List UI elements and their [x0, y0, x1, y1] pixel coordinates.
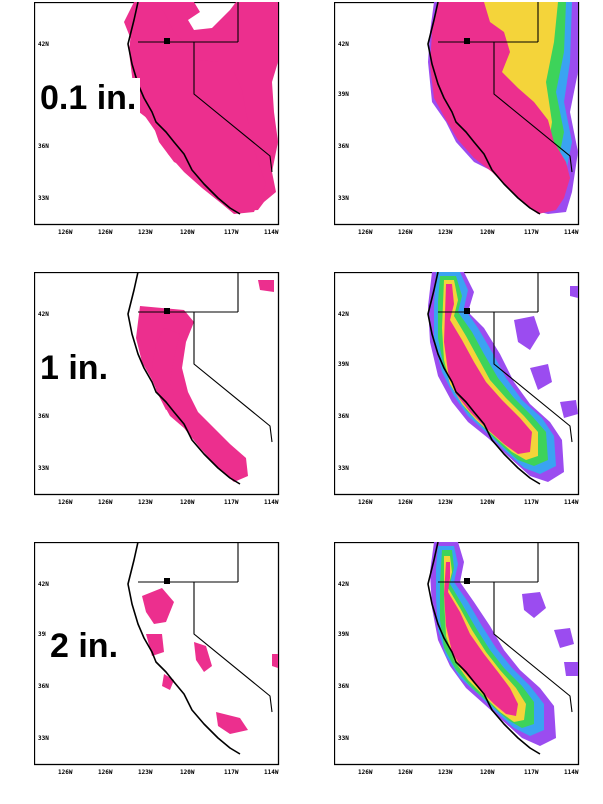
lon-tick: 126W	[358, 229, 373, 236]
lat-tick: 33N	[38, 735, 49, 742]
threshold-label: 0.1 in.	[36, 78, 141, 118]
lon-tick: 114W	[264, 229, 279, 236]
map-panel-left-row2: 42N 39N 36N 33N 126W 126W 123W 120W 117W…	[34, 272, 298, 534]
lon-tick: 123W	[438, 499, 453, 506]
lat-tick: 36N	[338, 143, 349, 150]
lon-tick: 126W	[398, 769, 413, 776]
lon-tick: 114W	[564, 499, 579, 506]
lon-tick: 120W	[480, 229, 495, 236]
precip-fill	[216, 712, 248, 734]
lon-tick: 117W	[224, 499, 239, 506]
lat-tick: 39N	[38, 631, 49, 638]
ensemble-mid-high-fill	[444, 556, 526, 722]
ensemble-high-fill	[430, 2, 570, 214]
lon-tick: 123W	[138, 229, 153, 236]
map-right-row2: 42N 39N 36N 33N 126W 126W 123W 120W 117W…	[334, 272, 580, 506]
coastline	[127, 272, 241, 485]
lat-tick: 42N	[38, 311, 49, 318]
lat-tick: 33N	[338, 465, 349, 472]
lat-tick: 42N	[38, 41, 49, 48]
lon-tick: 126W	[398, 229, 413, 236]
ensemble-high-fill	[444, 284, 532, 454]
lat-tick: 42N	[38, 581, 49, 588]
lon-tick: 120W	[180, 769, 195, 776]
lat-tick: 33N	[38, 195, 49, 202]
coastline	[427, 542, 541, 755]
map-panel-left-row3: 42N 39N 36N 33N 126W 126W 123W 120W 117W…	[34, 542, 298, 804]
lon-tick: 114W	[264, 769, 279, 776]
lat-tick: 39N	[338, 91, 349, 98]
lon-tick: 117W	[524, 499, 539, 506]
ensemble-low-fill	[514, 286, 578, 418]
precip-fill	[129, 2, 266, 214]
lon-tick: 126W	[358, 499, 373, 506]
coastline	[427, 272, 541, 485]
lat-tick: 33N	[338, 735, 349, 742]
map-right-row3: 42N 39N 36N 33N 126W 126W 123W 120W 117W…	[334, 542, 580, 776]
lat-tick: 42N	[338, 581, 349, 588]
lat-tick: 36N	[38, 683, 49, 690]
lon-tick: 120W	[180, 229, 195, 236]
lon-tick: 114W	[264, 499, 279, 506]
lon-tick: 126W	[98, 769, 113, 776]
lon-tick: 126W	[98, 499, 113, 506]
lat-tick: 33N	[338, 195, 349, 202]
precip-fill	[162, 674, 174, 690]
lon-tick: 126W	[398, 499, 413, 506]
lat-tick: 42N	[338, 41, 349, 48]
map-panel-right-row3: 42N 39N 36N 33N 126W 126W 123W 120W 117W…	[334, 542, 598, 804]
precip-fill	[272, 654, 278, 668]
lon-tick: 114W	[564, 769, 579, 776]
lon-tick: 120W	[180, 499, 195, 506]
coastline	[127, 542, 241, 755]
lon-tick: 126W	[358, 769, 373, 776]
lat-tick: 36N	[38, 413, 49, 420]
precip-fill	[258, 280, 274, 292]
lat-tick: 42N	[338, 311, 349, 318]
lon-tick: 126W	[98, 229, 113, 236]
map-left-row1: 42N 39N 36N 33N 126W 126W 123W 120W 117W…	[34, 2, 280, 236]
lat-tick: 39N	[338, 361, 349, 368]
lat-tick: 36N	[338, 413, 349, 420]
precip-fill	[142, 588, 174, 624]
state-border	[438, 2, 573, 173]
precip-fill	[152, 328, 180, 410]
lon-tick: 117W	[524, 229, 539, 236]
lon-tick: 123W	[138, 769, 153, 776]
lon-tick: 126W	[58, 769, 73, 776]
coastline	[127, 2, 241, 215]
lon-tick: 120W	[480, 769, 495, 776]
lon-tick: 126W	[58, 229, 73, 236]
map-right-row1: 42N 39N 36N 33N 126W 126W 123W 120W 117W…	[334, 2, 580, 236]
lat-tick: 39N	[338, 631, 349, 638]
precip-fill	[194, 642, 212, 672]
map-panel-right-row2: 42N 39N 36N 33N 126W 126W 123W 120W 117W…	[334, 272, 598, 534]
map-panel-right-row1: 42N 39N 36N 33N 126W 126W 123W 120W 117W…	[334, 2, 598, 264]
lat-tick: 33N	[38, 465, 49, 472]
lon-tick: 120W	[480, 499, 495, 506]
state-border	[138, 272, 273, 443]
state-border	[138, 542, 273, 713]
ensemble-low-fill	[522, 592, 578, 676]
lat-tick: 36N	[338, 683, 349, 690]
lon-tick: 123W	[438, 769, 453, 776]
threshold-label: 1 in.	[36, 348, 113, 388]
map-left-row2: 42N 39N 36N 33N 126W 126W 123W 120W 117W…	[34, 272, 280, 506]
map-left-row3: 42N 39N 36N 33N 126W 126W 123W 120W 117W…	[34, 542, 280, 776]
lon-tick: 123W	[438, 229, 453, 236]
map-panel-left-row1: 42N 39N 36N 33N 126W 126W 123W 120W 117W…	[34, 2, 298, 264]
lon-tick: 117W	[224, 769, 239, 776]
lat-tick: 36N	[38, 143, 49, 150]
ensemble-high-fill	[444, 562, 518, 716]
state-border	[438, 272, 573, 443]
lon-tick: 117W	[224, 229, 239, 236]
lon-tick: 114W	[564, 229, 579, 236]
lon-tick: 123W	[138, 499, 153, 506]
lon-tick: 126W	[58, 499, 73, 506]
coastline	[427, 2, 541, 215]
threshold-label: 2 in.	[46, 626, 123, 666]
state-border	[438, 542, 573, 713]
state-border	[138, 2, 273, 173]
lon-tick: 117W	[524, 769, 539, 776]
